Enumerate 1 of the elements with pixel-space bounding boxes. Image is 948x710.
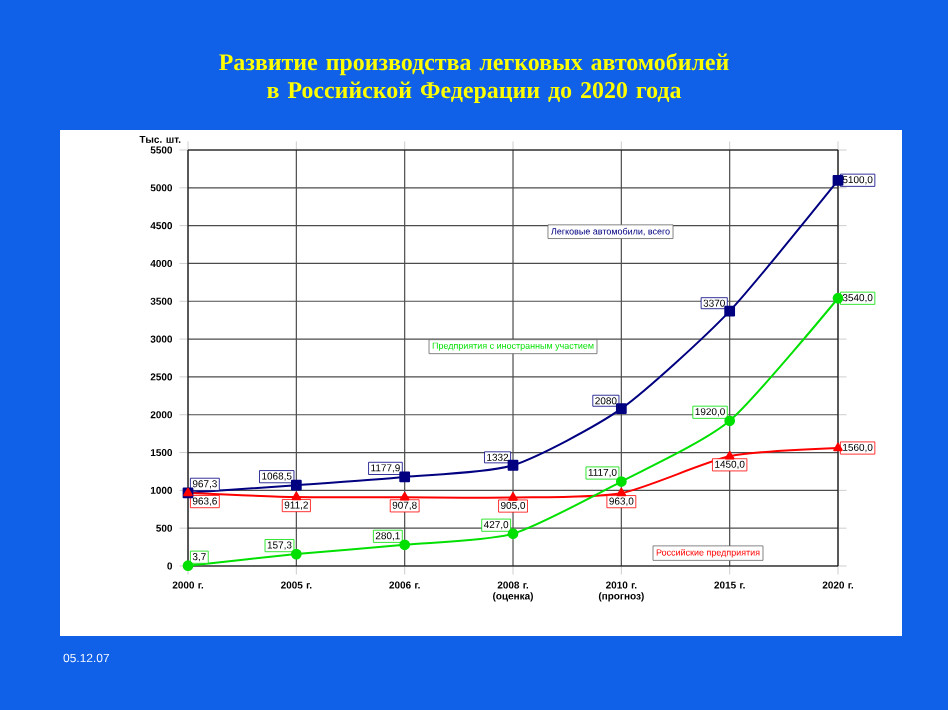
chart-title: Развитие производства легковых автомобилей в Российской Федерации до 2020 года	[219, 52, 729, 104]
